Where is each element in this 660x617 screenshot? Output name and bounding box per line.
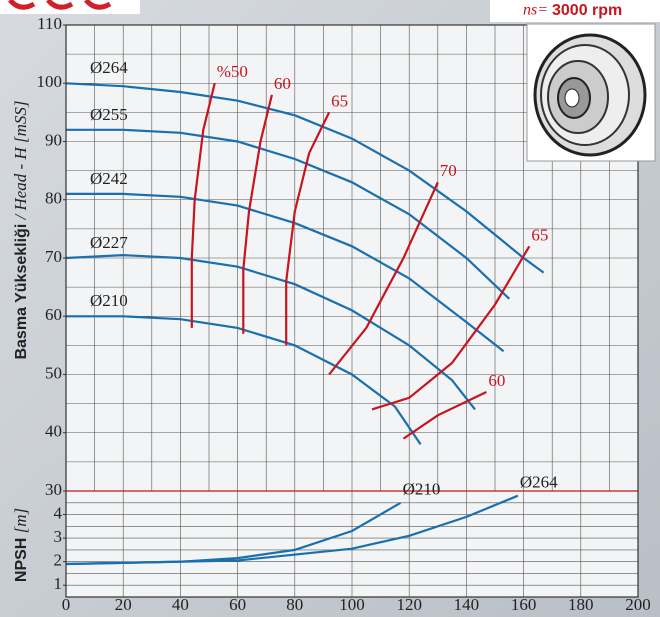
efficiency-curve [242, 94, 273, 334]
y-axis-title-italic: / Head - H [mSS] [11, 100, 30, 220]
y-tick-label: 4 [54, 503, 63, 522]
y-axis-title-main: Basma Yüksekliği [13, 224, 30, 360]
x-tick-label: 40 [172, 595, 189, 614]
head-curve-label: Ø210 [90, 291, 128, 310]
y-tick-label: 80 [45, 189, 62, 208]
head-curve [65, 253, 476, 411]
head-curve [65, 82, 545, 274]
speed: 3000 rpm [552, 2, 622, 19]
head-curve-label: Ø264 [90, 58, 128, 77]
efficiency-curve [285, 111, 331, 346]
efficiency-curve [328, 181, 439, 376]
npsh-axis-title-main: NPSH [13, 538, 30, 582]
npsh-axis-title-italic: [m] [11, 508, 30, 534]
y-tick-label: 110 [37, 14, 62, 33]
impeller-image [526, 23, 656, 162]
efficiency-curve-label: %50 [217, 62, 248, 81]
x-tick-label: 0 [62, 595, 71, 614]
npsh-axis-title: NPSH [m] [11, 508, 30, 582]
x-tick-label: 80 [286, 595, 303, 614]
head-curve-label: Ø255 [90, 105, 128, 124]
y-tick-label: 60 [45, 305, 62, 324]
efficiency-curve [402, 391, 487, 440]
head-curve [66, 128, 511, 300]
head-curve-label: Ø242 [90, 169, 128, 188]
plot-frame [65, 24, 639, 598]
efficiency-curve-label: 60 [274, 74, 291, 93]
efficiency-curve-label: 65 [531, 225, 548, 244]
head-curve-label: Ø227 [90, 233, 128, 252]
x-tick-label: 160 [511, 595, 537, 614]
y-tick-label: 70 [45, 247, 62, 266]
y-tick-label: 3 [54, 527, 63, 546]
y-tick-label: 1 [54, 574, 63, 593]
logo [8, 0, 112, 10]
efficiency-curve [190, 83, 216, 328]
x-tick-label: 180 [568, 595, 594, 614]
speed-label: ns= [523, 2, 548, 19]
y-tick-label: 2 [54, 551, 63, 570]
y-tick-label: 100 [37, 72, 63, 91]
x-tick-label: 100 [339, 595, 365, 614]
y-axis-title: Basma Yüksekliği / Head - H [mSS] [11, 100, 30, 359]
y-tick-label: 90 [45, 130, 62, 149]
y-tick-label: 50 [45, 363, 62, 382]
head-curve [66, 192, 505, 353]
efficiency-curve-label: 65 [331, 91, 348, 110]
x-tick-label: 120 [396, 595, 422, 614]
npsh-curve-label: Ø264 [520, 473, 558, 492]
efficiency-curve [371, 245, 531, 411]
x-tick-label: 20 [115, 595, 132, 614]
x-tick-label: 200 [625, 595, 651, 614]
y-tick-label: 30 [45, 480, 62, 499]
efficiency-curve-label: 70 [440, 161, 457, 180]
y-tick-label: 40 [45, 422, 62, 441]
speed-box [490, 0, 660, 22]
x-tick-label: 60 [229, 595, 246, 614]
npsh-curve-label: Ø210 [403, 480, 441, 499]
head-curve [66, 315, 422, 446]
x-tick-label: 140 [454, 595, 480, 614]
efficiency-curve-label: 60 [488, 371, 505, 390]
npsh-curve [65, 494, 519, 566]
